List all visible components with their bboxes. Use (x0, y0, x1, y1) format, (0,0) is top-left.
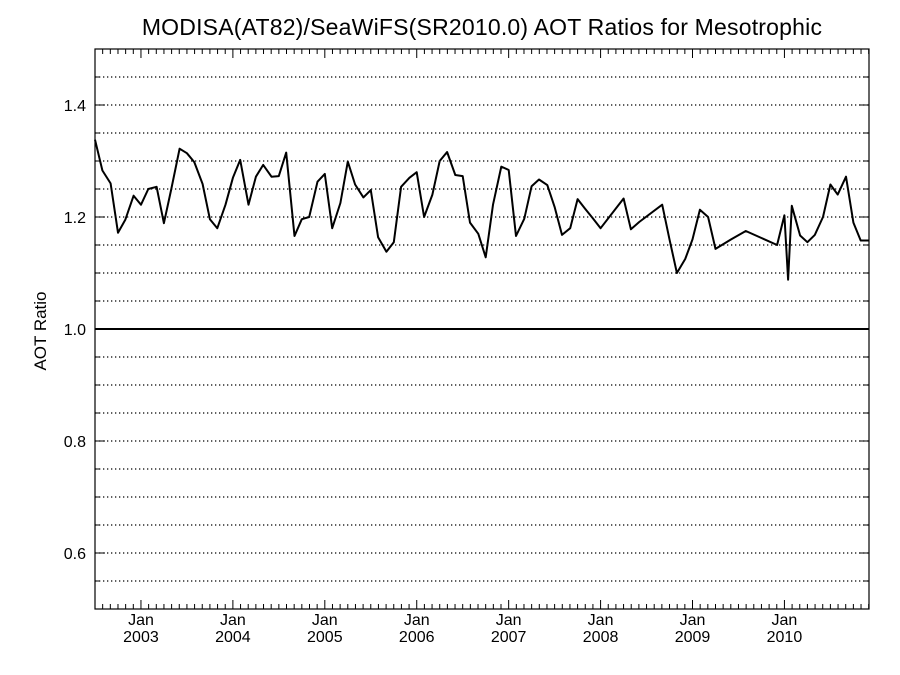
x-tick-label-month: Jan (404, 612, 430, 629)
chart-title: MODISA(AT82)/SeaWiFS(SR2010.0) AOT Ratio… (141, 14, 823, 40)
axis-ticks: 0.60.81.01.21.4Jan2003Jan2004Jan2005Jan2… (64, 49, 870, 646)
x-tick-label-year: 2006 (399, 629, 435, 646)
x-tick-label-month: Jan (220, 612, 246, 629)
y-tick-label: 1.4 (64, 98, 86, 115)
y-tick-label: 1.0 (64, 322, 86, 339)
x-tick-label-year: 2004 (215, 629, 251, 646)
x-tick-label-month: Jan (588, 612, 614, 629)
x-tick-label-month: Jan (772, 612, 798, 629)
x-tick-label-year: 2010 (767, 629, 803, 646)
grid-lines (95, 76, 869, 582)
x-tick-label-year: 2007 (491, 629, 527, 646)
x-tick-label-year: 2008 (583, 629, 619, 646)
y-tick-label: 0.8 (64, 434, 86, 451)
x-tick-label-month: Jan (312, 612, 338, 629)
x-tick-label-month: Jan (128, 612, 154, 629)
y-tick-label: 1.2 (64, 210, 86, 227)
x-tick-label-year: 2009 (675, 629, 711, 646)
x-tick-label-year: 2005 (307, 629, 343, 646)
x-tick-label-month: Jan (680, 612, 706, 629)
x-tick-label-year: 2003 (123, 629, 159, 646)
x-tick-label-month: Jan (496, 612, 522, 629)
series-layer (94, 139, 869, 281)
y-tick-label: 0.6 (64, 546, 86, 563)
series-line (94, 139, 869, 281)
